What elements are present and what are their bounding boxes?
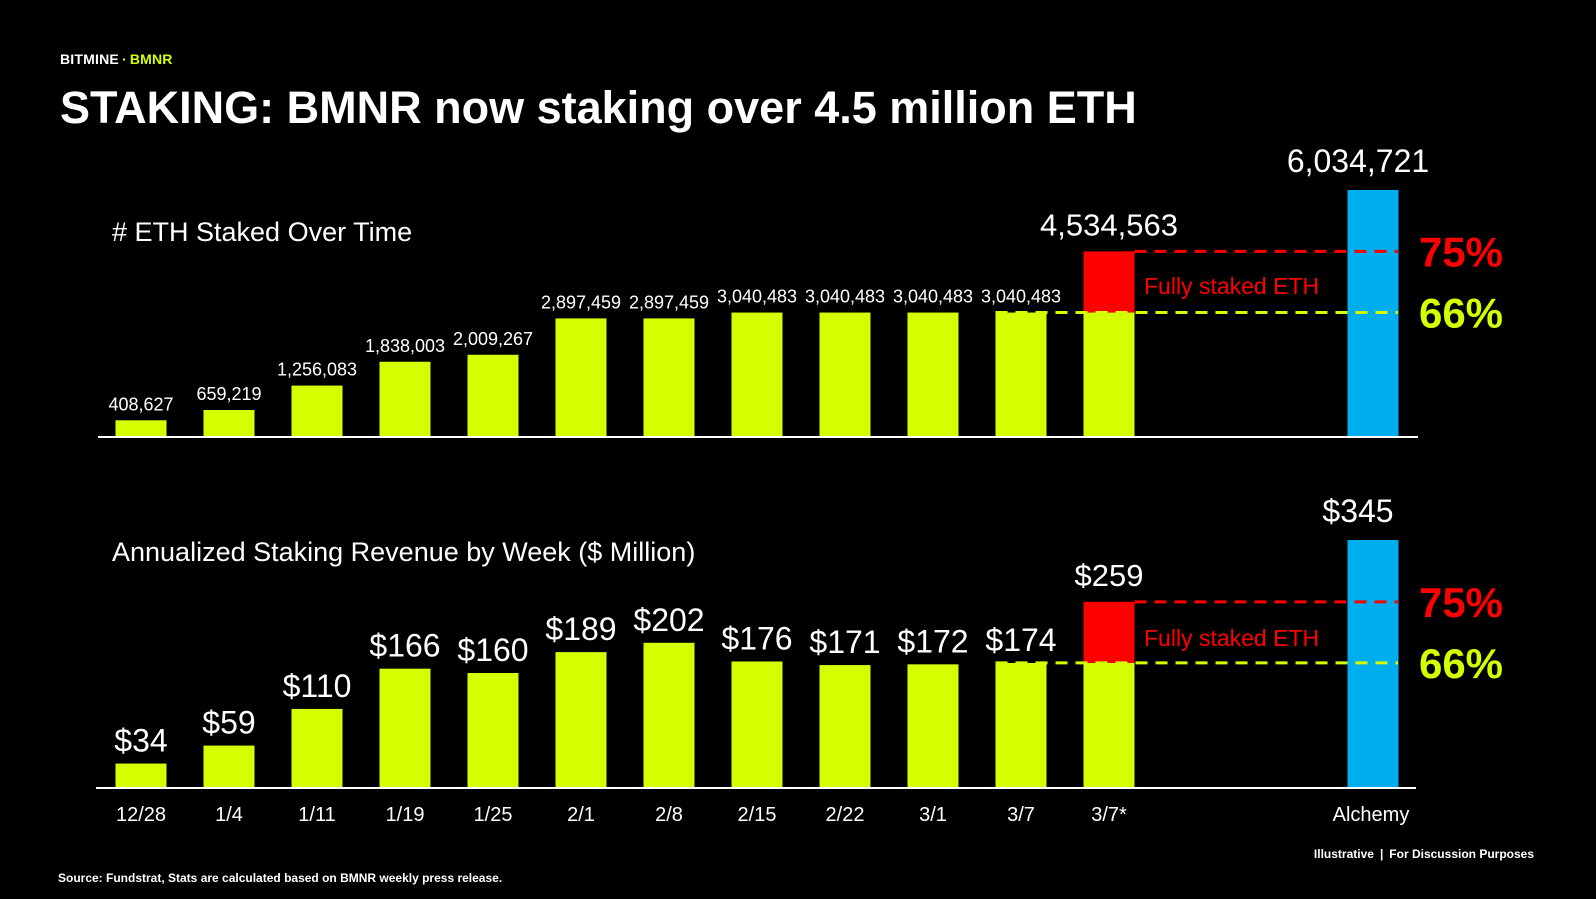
benchmark-bar-1 <box>1347 540 1399 788</box>
category-label-3: 1/19 <box>386 804 425 826</box>
data-label-1-5: $189 <box>545 611 616 647</box>
disclaimer-discussion: For Discussion Purposes <box>1389 847 1534 861</box>
category-label-7: 2/15 <box>738 804 777 826</box>
fully-staked-annotation-1: Fully staked ETH <box>1144 625 1319 651</box>
bar-1-9 <box>907 664 959 788</box>
bar-0-8 <box>819 312 871 437</box>
bar-1-11 <box>1083 662 1135 788</box>
brand-name: BITMINE <box>60 51 119 67</box>
benchmark-label-0: 6,034,721 <box>1287 143 1429 179</box>
bar-1-4 <box>467 672 519 788</box>
fully-staked-annotation-0: Fully staked ETH <box>1144 273 1319 299</box>
bar-0-3 <box>379 361 431 437</box>
stacked-top-label-1: $259 <box>1075 558 1144 593</box>
bar-0-6 <box>643 318 695 437</box>
data-label-0-4: 2,009,267 <box>453 329 533 349</box>
data-label-0-8: 3,040,483 <box>805 287 885 307</box>
data-label-0-6: 2,897,459 <box>629 292 709 312</box>
category-label-2: 1/11 <box>298 804 335 826</box>
category-label-0: 12/28 <box>116 804 166 826</box>
category-label-6: 2/8 <box>655 804 683 826</box>
benchmark-label-1: $345 <box>1322 493 1393 529</box>
disclaimer-divider: | <box>1379 847 1384 861</box>
data-label-1-0: $34 <box>114 723 167 759</box>
data-label-0-5: 2,897,459 <box>541 292 621 312</box>
data-label-1-1: $59 <box>202 705 255 741</box>
category-label-1: 1/4 <box>215 804 243 826</box>
data-label-1-8: $171 <box>809 624 880 660</box>
brand-separator: · <box>121 51 127 67</box>
bar-1-1 <box>203 745 255 788</box>
data-label-1-10: $174 <box>985 622 1056 658</box>
disclaimer-illustrative: Illustrative <box>1313 847 1374 861</box>
page-title: STAKING: BMNR now staking over 4.5 milli… <box>60 82 1137 133</box>
brand-ticker: BMNR <box>129 51 173 67</box>
bar-1-7 <box>731 661 783 788</box>
reference-label-1-0: 75% <box>1419 579 1503 626</box>
chart-title-1: Annualized Staking Revenue by Week ($ Mi… <box>112 537 695 567</box>
category-label-8: 2/22 <box>826 804 865 826</box>
bar-0-9 <box>907 312 959 437</box>
data-label-0-3: 1,838,003 <box>365 336 445 356</box>
stacked-top-bar-0 <box>1083 251 1135 313</box>
data-label-1-9: $172 <box>897 623 968 659</box>
data-label-1-3: $166 <box>369 628 440 664</box>
category-label-5: 2/1 <box>567 804 595 826</box>
bar-1-8 <box>819 665 871 788</box>
reference-label-0-0: 75% <box>1419 228 1503 275</box>
data-label-0-2: 1,256,083 <box>277 360 357 380</box>
data-label-1-4: $160 <box>457 632 528 668</box>
bar-0-7 <box>731 312 783 437</box>
data-label-1-2: $110 <box>283 668 352 704</box>
bar-0-2 <box>291 385 343 437</box>
category-label-benchmark: Alchemy <box>1333 804 1410 826</box>
bar-0-4 <box>467 354 519 437</box>
bar-0-10 <box>995 312 1047 437</box>
data-label-1-6: $202 <box>633 602 704 638</box>
data-label-0-1: 659,219 <box>196 384 261 404</box>
chart-title-0: # ETH Staked Over Time <box>112 217 412 247</box>
bar-0-11 <box>1083 312 1135 437</box>
data-label-0-10: 3,040,483 <box>981 287 1061 307</box>
stacked-top-label-0: 4,534,563 <box>1040 207 1178 242</box>
bar-1-0 <box>115 763 167 788</box>
bar-1-10 <box>995 662 1047 788</box>
reference-label-1-1: 66% <box>1419 640 1503 687</box>
benchmark-bar-0 <box>1347 190 1399 437</box>
category-label-4: 1/25 <box>474 804 513 826</box>
data-label-0-7: 3,040,483 <box>717 287 797 307</box>
bar-1-3 <box>379 668 431 788</box>
category-label-9: 3/1 <box>919 804 947 826</box>
bar-1-5 <box>555 652 607 788</box>
category-label-11: 3/7* <box>1091 804 1127 826</box>
data-label-0-9: 3,040,483 <box>893 287 973 307</box>
disclaimer-footnote: Illustrative | For Discussion Purposes <box>1314 847 1534 861</box>
category-label-10: 3/7 <box>1007 804 1035 826</box>
stacked-top-bar-1 <box>1083 601 1135 663</box>
data-label-1-7: $176 <box>721 620 792 656</box>
bar-0-1 <box>203 410 255 437</box>
bar-0-0 <box>115 420 167 437</box>
brand-header: BITMINE · BMNR <box>60 51 173 67</box>
reference-label-0-1: 66% <box>1419 290 1503 337</box>
bar-0-5 <box>555 318 607 437</box>
bar-1-6 <box>643 642 695 788</box>
source-footnote: Source: Fundstrat, Stats are calculated … <box>58 871 503 885</box>
data-label-0-0: 408,627 <box>108 394 173 414</box>
bar-1-2 <box>291 708 343 788</box>
